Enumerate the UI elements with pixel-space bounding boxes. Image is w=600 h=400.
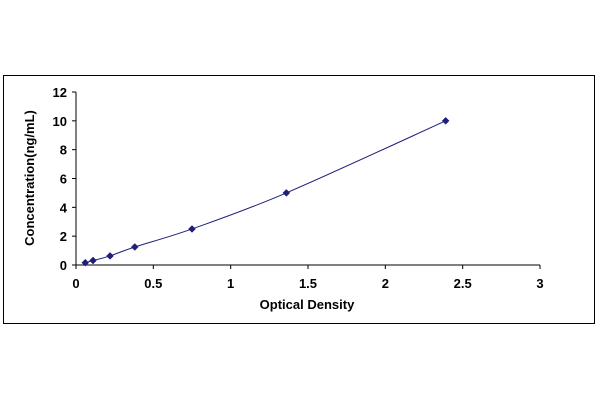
y-tick-label: 6 [60, 172, 67, 187]
data-points [81, 116, 450, 267]
y-axis-title: Concentration(ng/mL) [22, 110, 37, 246]
x-tick-label: 0.5 [144, 276, 162, 291]
data-point [282, 189, 291, 197]
tick-labels: 0 2 4 6 8 10 12 0 0.5 1 1.5 2 2.5 3 [53, 85, 544, 291]
data-point [106, 252, 114, 260]
data-point [89, 256, 97, 265]
y-tick-label: 4 [60, 200, 68, 215]
data-point [81, 258, 90, 267]
data-point [441, 116, 450, 125]
x-tick-label: 1 [227, 276, 234, 291]
chart-frame [3, 75, 595, 324]
y-tick-label: 8 [60, 143, 67, 158]
y-tick-label: 10 [53, 114, 67, 129]
axes [72, 91, 541, 269]
x-tick-label: 0 [72, 276, 79, 291]
data-point [130, 243, 139, 251]
y-tick-label: 0 [60, 258, 67, 273]
fit-curve [85, 120, 446, 264]
x-tick-label: 3 [536, 276, 543, 291]
x-tick-label: 2.5 [454, 276, 472, 291]
x-tick-label: 1.5 [299, 276, 317, 291]
x-tick-label: 2 [382, 276, 389, 291]
y-tick-label: 2 [60, 229, 67, 244]
x-axis-title: Optical Density [260, 297, 355, 312]
y-tick-label: 12 [53, 85, 67, 100]
data-point [188, 225, 196, 233]
